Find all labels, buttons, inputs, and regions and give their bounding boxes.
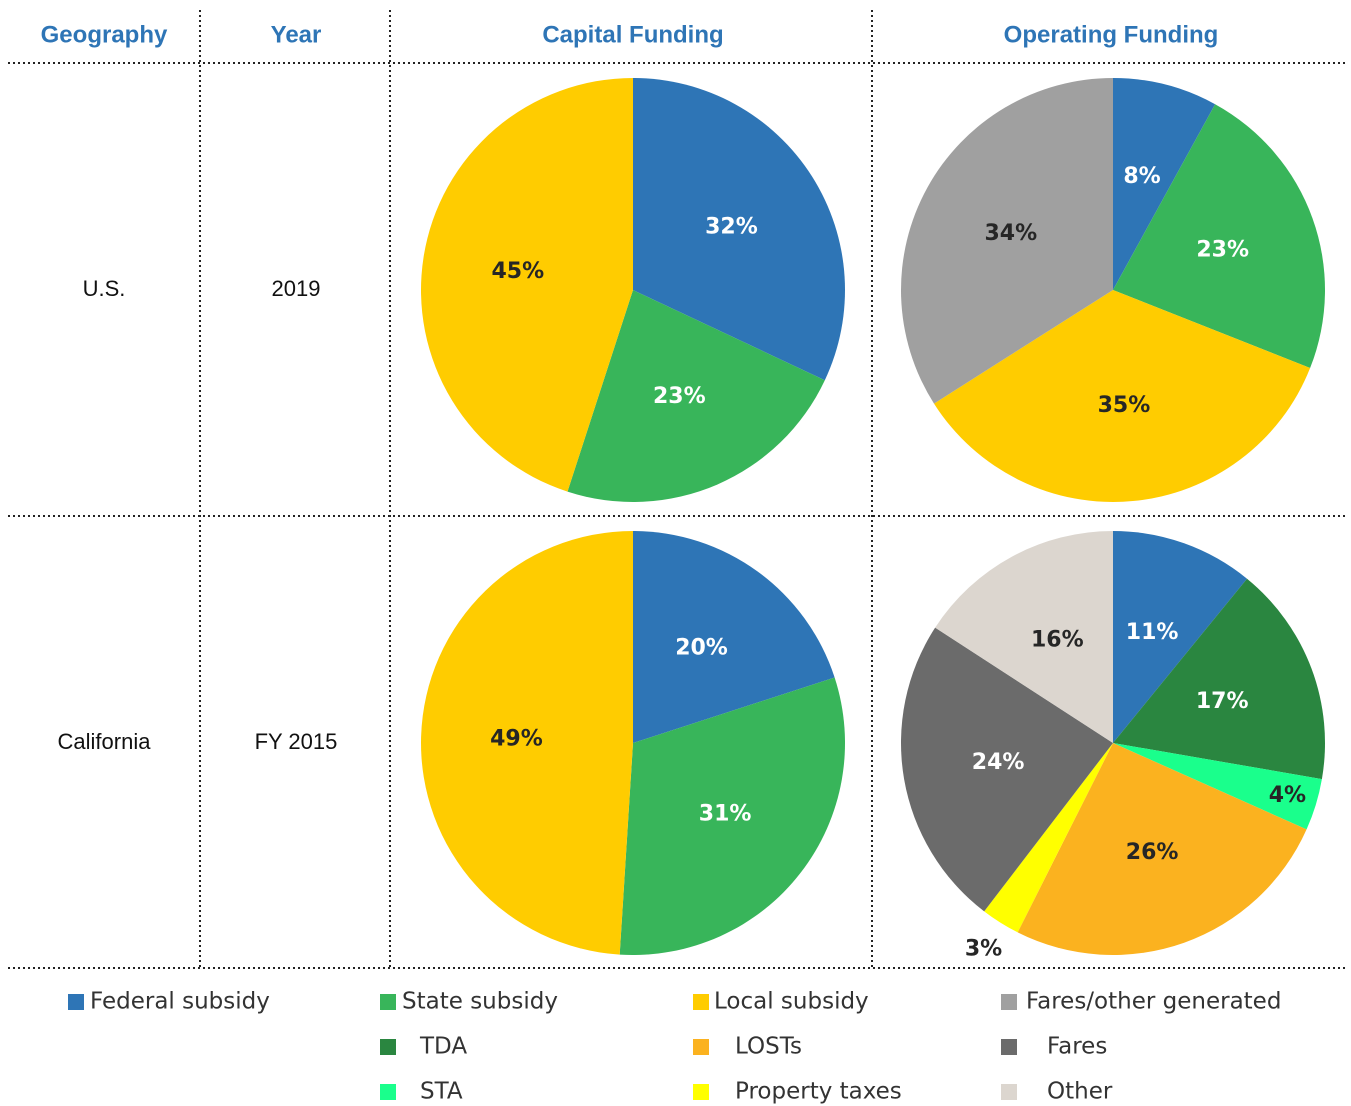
pie-slice: [633, 78, 845, 381]
data-label: 3%: [965, 937, 1002, 962]
pie-slice: [1017, 743, 1307, 955]
legend-swatch: [68, 994, 84, 1010]
header: Year: [271, 21, 322, 48]
data-label: 23%: [653, 384, 706, 409]
data-label: 45%: [491, 259, 544, 284]
pie-slice: [619, 677, 845, 955]
legend-label: State subsidy: [402, 989, 558, 1015]
pie-slice: [1113, 743, 1322, 830]
legend-swatch: [380, 1039, 396, 1055]
legend-label: Other: [1047, 1079, 1113, 1105]
data-label: 34%: [984, 221, 1037, 246]
data-label: 8%: [1123, 164, 1160, 189]
header: Capital Funding: [542, 21, 723, 48]
legend-label: TDA: [419, 1034, 467, 1060]
legend-label: Property taxes: [735, 1079, 902, 1105]
data-label: 11%: [1126, 620, 1179, 645]
legend-label: Fares: [1047, 1034, 1107, 1060]
legend-swatch: [1001, 994, 1017, 1010]
pie-slice: [421, 531, 633, 955]
data-label: 4%: [1269, 783, 1306, 808]
data-label: 17%: [1196, 689, 1249, 714]
legend-swatch: [380, 1084, 396, 1100]
pie-slice: [1113, 104, 1326, 369]
header: Operating Funding: [1004, 21, 1219, 48]
pie-slice: [421, 78, 633, 492]
data-label: 35%: [1098, 393, 1151, 418]
row-label: U.S.: [83, 276, 126, 301]
legend-label: Local subsidy: [714, 989, 869, 1015]
pie-slice: [900, 627, 1113, 912]
pie-slice: [567, 290, 825, 503]
pie-slice: [901, 77, 1113, 404]
pie-slice: [984, 743, 1113, 933]
row-label: California: [58, 729, 152, 754]
pie-slice: [1113, 578, 1326, 780]
legend-label: Federal subsidy: [90, 989, 270, 1015]
legend-swatch: [380, 994, 396, 1010]
legend-swatch: [1001, 1039, 1017, 1055]
data-label: 26%: [1126, 840, 1179, 865]
legend-swatch: [1001, 1084, 1017, 1100]
pie-slice: [934, 290, 1311, 503]
legend-swatch: [693, 1039, 709, 1055]
pie-slice: [935, 531, 1113, 743]
pie-slice: [1113, 531, 1248, 743]
legend-label: Fares/other generated: [1026, 989, 1281, 1015]
header: Geography: [41, 21, 168, 48]
data-label: 32%: [705, 215, 758, 240]
legend-swatch: [693, 994, 709, 1010]
data-label: 16%: [1031, 628, 1084, 653]
legend-swatch: [693, 1084, 709, 1100]
legend-label: LOSTs: [735, 1034, 802, 1060]
row-label: 2019: [272, 276, 321, 301]
data-label: 23%: [1196, 238, 1249, 263]
row-label: FY 2015: [255, 729, 338, 754]
data-label: 20%: [675, 636, 728, 661]
pie-slice: [1113, 78, 1216, 290]
data-label: 49%: [490, 726, 543, 751]
data-label: 31%: [699, 801, 752, 826]
data-label: 24%: [972, 750, 1025, 775]
pie-slice: [633, 531, 835, 743]
legend-label: STA: [420, 1079, 463, 1105]
